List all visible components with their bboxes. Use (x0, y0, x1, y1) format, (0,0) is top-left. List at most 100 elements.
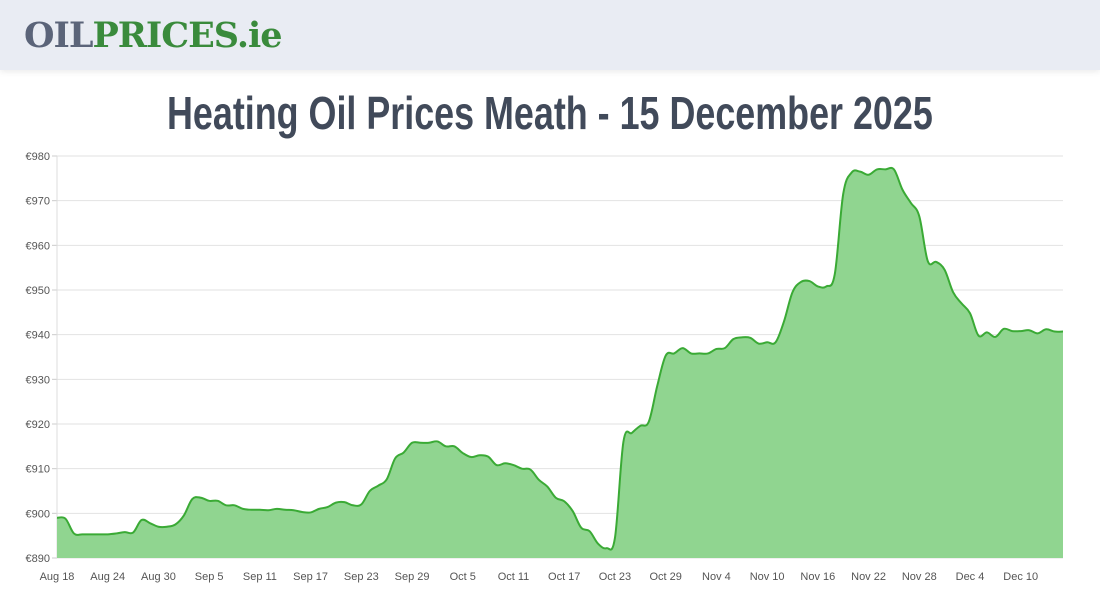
data-point[interactable] (357, 500, 365, 508)
data-point[interactable] (459, 449, 467, 457)
data-point[interactable] (915, 212, 923, 220)
data-point[interactable] (586, 527, 594, 535)
data-point[interactable] (417, 439, 425, 447)
data-point[interactable] (670, 349, 678, 357)
data-point[interactable] (281, 506, 289, 514)
data-point[interactable] (898, 186, 906, 194)
data-point[interactable] (763, 338, 771, 346)
data-point[interactable] (1042, 325, 1050, 333)
data-point[interactable] (273, 505, 281, 513)
data-point[interactable] (180, 512, 188, 520)
data-point[interactable] (256, 506, 264, 514)
data-point[interactable] (501, 459, 509, 467)
data-point[interactable] (788, 288, 796, 296)
data-point[interactable] (138, 516, 146, 524)
data-point[interactable] (814, 282, 822, 290)
data-point[interactable] (146, 519, 154, 527)
data-point[interactable] (70, 529, 78, 537)
data-point[interactable] (628, 429, 636, 437)
data-point[interactable] (1025, 326, 1033, 334)
data-point[interactable] (349, 501, 357, 509)
data-point[interactable] (510, 461, 518, 469)
data-point[interactable] (772, 338, 780, 346)
data-point[interactable] (695, 349, 703, 357)
data-point[interactable] (1034, 329, 1042, 337)
data-point[interactable] (848, 169, 856, 177)
data-point[interactable] (924, 257, 932, 265)
data-point[interactable] (645, 418, 653, 426)
data-point[interactable] (822, 282, 830, 290)
data-point[interactable] (324, 503, 332, 511)
data-point[interactable] (890, 165, 898, 173)
data-point[interactable] (129, 529, 137, 537)
data-point[interactable] (805, 277, 813, 285)
data-point[interactable] (560, 497, 568, 505)
data-point[interactable] (991, 333, 999, 341)
data-point[interactable] (433, 437, 441, 445)
data-point[interactable] (408, 439, 416, 447)
data-point[interactable] (611, 534, 619, 542)
data-point[interactable] (197, 494, 205, 502)
data-point[interactable] (307, 508, 315, 516)
data-point[interactable] (738, 333, 746, 341)
data-point[interactable] (755, 340, 763, 348)
data-point[interactable] (881, 165, 889, 173)
data-point[interactable] (662, 352, 670, 360)
data-point[interactable] (340, 498, 348, 506)
data-point[interactable] (53, 514, 61, 522)
data-point[interactable] (839, 190, 847, 198)
data-point[interactable] (873, 165, 881, 173)
data-point[interactable] (552, 494, 560, 502)
data-point[interactable] (442, 442, 450, 450)
data-point[interactable] (121, 528, 129, 536)
data-point[interactable] (239, 505, 247, 513)
data-point[interactable] (543, 483, 551, 491)
data-point[interactable] (983, 328, 991, 336)
data-point[interactable] (247, 506, 255, 514)
data-point[interactable] (104, 530, 112, 538)
data-point[interactable] (171, 521, 179, 529)
data-point[interactable] (602, 544, 610, 552)
data-point[interactable] (425, 439, 433, 447)
data-point[interactable] (1059, 328, 1067, 336)
data-point[interactable] (231, 501, 239, 509)
data-point[interactable] (298, 508, 306, 516)
data-point[interactable] (577, 524, 585, 532)
data-point[interactable] (932, 258, 940, 266)
data-point[interactable] (188, 495, 196, 503)
data-point[interactable] (222, 501, 230, 509)
data-point[interactable] (467, 453, 475, 461)
data-point[interactable] (332, 499, 340, 507)
data-point[interactable] (154, 523, 162, 531)
data-point[interactable] (941, 266, 949, 274)
data-point[interactable] (87, 530, 95, 538)
data-point[interactable] (163, 523, 171, 531)
data-point[interactable] (526, 466, 534, 474)
data-point[interactable] (366, 487, 374, 495)
data-point[interactable] (95, 530, 103, 538)
data-point[interactable] (907, 199, 915, 207)
site-logo[interactable]: OILPRICES.ie (24, 14, 283, 58)
data-point[interactable] (484, 453, 492, 461)
data-point[interactable] (290, 506, 298, 514)
data-point[interactable] (865, 171, 873, 179)
data-point[interactable] (712, 345, 720, 353)
data-point[interactable] (450, 442, 458, 450)
data-point[interactable] (856, 168, 864, 176)
data-point[interactable] (61, 515, 69, 523)
data-point[interactable] (797, 278, 805, 286)
data-point[interactable] (1051, 328, 1059, 336)
data-point[interactable] (974, 332, 982, 340)
data-point[interactable] (78, 530, 86, 538)
data-point[interactable] (535, 476, 543, 484)
data-point[interactable] (746, 334, 754, 342)
data-point[interactable] (780, 317, 788, 325)
data-point[interactable] (1000, 325, 1008, 333)
data-point[interactable] (636, 422, 644, 430)
data-point[interactable] (383, 475, 391, 483)
data-point[interactable] (594, 540, 602, 548)
data-point[interactable] (214, 497, 222, 505)
data-point[interactable] (518, 465, 526, 473)
data-point[interactable] (493, 461, 501, 469)
data-point[interactable] (653, 382, 661, 390)
